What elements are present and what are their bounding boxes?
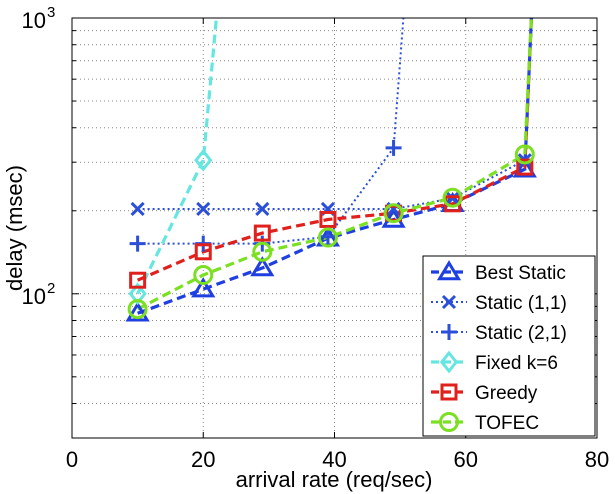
data-point-best-static — [512, 157, 537, 178]
legend-marker-greedy — [440, 383, 458, 401]
data-point-fixed-k-6 — [194, 148, 213, 172]
legend-marker-best-static — [436, 260, 462, 281]
x-tick-label: 20 — [191, 447, 215, 472]
legend-marker-static-1-1 — [441, 294, 457, 310]
data-point-best-static — [381, 207, 406, 228]
data-point-static-1-1 — [196, 201, 211, 217]
data-point-greedy — [253, 224, 271, 242]
legend-marker-tofec — [439, 412, 459, 432]
data-point-best-static — [250, 256, 275, 277]
data-point-fixed-k-6 — [128, 282, 147, 306]
x-tick-labels: 0 20 40 60 80 — [66, 447, 609, 472]
x-tick-label: 80 — [585, 447, 609, 472]
data-point-tofec — [442, 187, 463, 208]
data-point-best-static — [191, 277, 216, 298]
series-line-tofec — [136, 17, 533, 311]
data-point-static-2-1 — [385, 139, 402, 156]
legend-label-static-2-1: Static (2,1) — [475, 323, 567, 344]
legend: Best Static Static (1,1) Static (2,1) Fixed… — [422, 255, 596, 437]
legend-marker-static-2-1 — [441, 324, 457, 340]
data-point-tofec — [193, 264, 214, 285]
data-point-tofec — [252, 241, 273, 262]
y-tick-exponent: 2 — [47, 280, 55, 297]
series-line-fixed-k-6 — [136, 17, 218, 295]
data-point-static-2-1 — [129, 235, 146, 252]
series-line-static-1-1 — [137, 17, 533, 210]
data-point-greedy — [129, 271, 147, 289]
series-markers — [125, 139, 537, 322]
y-tick-label: 10 — [22, 284, 46, 309]
data-point-greedy — [516, 158, 534, 176]
legend-marker-fixed-k-6 — [439, 350, 459, 374]
data-point-tofec — [383, 203, 404, 224]
data-point-static-1-1 — [130, 201, 145, 217]
series-lines — [136, 17, 533, 315]
data-point-static-2-1 — [319, 228, 336, 245]
x-tick-label: 40 — [322, 447, 346, 472]
series-line-greedy — [136, 17, 533, 282]
data-point-tofec — [127, 299, 148, 320]
data-point-greedy — [194, 243, 212, 261]
x-tick-label: 60 — [454, 447, 478, 472]
data-point-greedy — [319, 210, 337, 228]
legend-label-fixed-k-6: Fixed k=6 — [475, 353, 558, 374]
data-point-static-1-1 — [255, 201, 270, 217]
data-point-tofec — [514, 144, 535, 165]
legend-label-greedy: Greedy — [475, 383, 538, 404]
data-point-tofec — [317, 227, 338, 248]
x-tick-label: 0 — [66, 447, 78, 472]
data-point-best-static — [125, 301, 150, 322]
legend-label-best-static: Best Static — [475, 263, 566, 284]
y-tick-label: 10 — [22, 8, 46, 33]
y-axis-label: delay (msec) — [2, 165, 27, 291]
legend-label-static-1-1: Static (1,1) — [475, 293, 567, 314]
legend-label-tofec: TOFEC — [475, 413, 539, 434]
x-axis-label: arrival rate (req/sec) — [236, 467, 433, 492]
y-tick-exponent: 3 — [47, 4, 55, 21]
legend-box — [422, 255, 596, 437]
